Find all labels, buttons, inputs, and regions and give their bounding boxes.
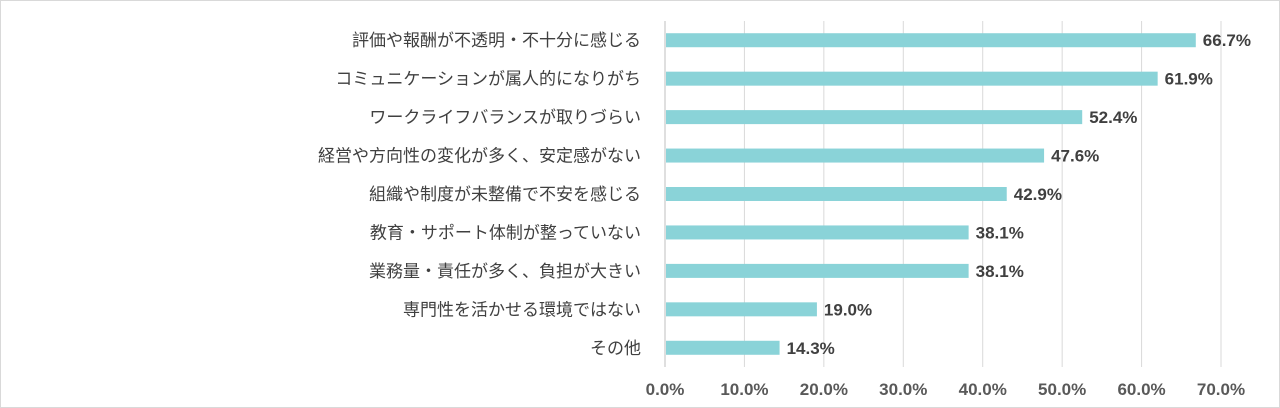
x-tick-label: 10.0% bbox=[720, 380, 768, 399]
category-label: 組織や制度が未整備で不安を感じる bbox=[369, 185, 641, 205]
category-label: コミュニケーションが属人的になりがち bbox=[335, 70, 641, 90]
x-tick-label: 70.0% bbox=[1197, 380, 1245, 399]
bar bbox=[666, 340, 780, 355]
data-label: 47.6% bbox=[1051, 147, 1099, 166]
bar bbox=[666, 110, 1083, 125]
data-label: 14.3% bbox=[787, 339, 835, 358]
category-label: 専門性を活かせる環境ではない bbox=[403, 300, 641, 320]
bar bbox=[666, 263, 969, 278]
data-label: 38.1% bbox=[976, 223, 1024, 242]
x-tick-label: 20.0% bbox=[800, 380, 848, 399]
x-tick-label: 40.0% bbox=[959, 380, 1007, 399]
category-label: その他 bbox=[590, 339, 641, 359]
bar bbox=[666, 71, 1158, 86]
category-label: ワークライフバランスが取りづらい bbox=[369, 108, 641, 128]
bar bbox=[666, 187, 1007, 201]
bar bbox=[666, 33, 1196, 48]
x-tick-label: 30.0% bbox=[879, 380, 927, 399]
data-label: 42.9% bbox=[1014, 185, 1062, 204]
data-label: 38.1% bbox=[976, 262, 1024, 281]
x-tick-label: 0.0% bbox=[646, 380, 685, 399]
data-label: 52.4% bbox=[1089, 108, 1137, 127]
bar bbox=[666, 225, 969, 240]
category-label: 教育・サポート体制が整っていない bbox=[370, 223, 641, 243]
x-tick-label: 60.0% bbox=[1117, 380, 1165, 399]
x-tick-label: 50.0% bbox=[1038, 380, 1086, 399]
category-label: 評価や報酬が不透明・不十分に感じる bbox=[352, 31, 641, 51]
category-label: 業務量・責任が多く、負担が大きい bbox=[369, 262, 641, 282]
bar bbox=[666, 302, 817, 317]
data-label: 19.0% bbox=[824, 300, 872, 319]
category-label: 経営や方向性の変化が多く、安定感がない bbox=[318, 147, 641, 167]
data-label: 66.7% bbox=[1203, 31, 1251, 50]
bar bbox=[666, 148, 1045, 163]
data-label: 61.9% bbox=[1165, 70, 1213, 89]
